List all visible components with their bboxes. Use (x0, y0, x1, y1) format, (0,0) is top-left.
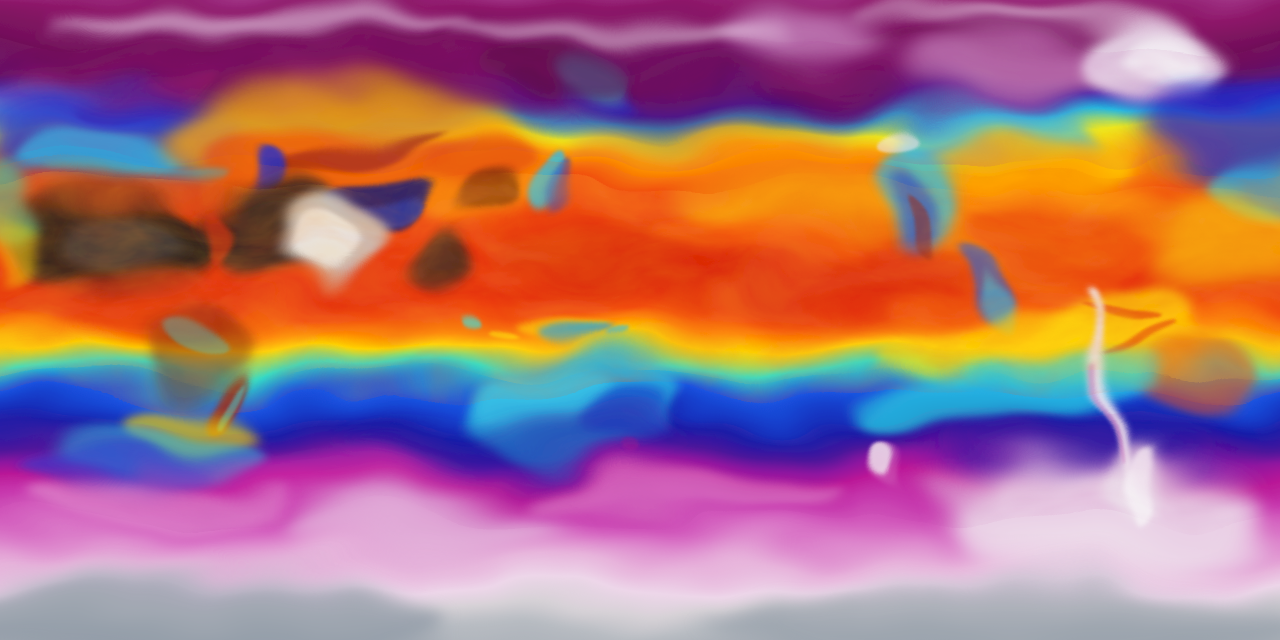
boreal-turbulence (0, 40, 1280, 160)
antarctic-deep-gray-west (0, 572, 450, 640)
arctic-wisp-west (30, 11, 470, 33)
austral-turbulence (0, 415, 1280, 520)
arctic-wisp-mid (440, 20, 800, 44)
antarctic-deep-gray-east (710, 582, 1280, 640)
tropics-turbulence-glow (0, 185, 1280, 375)
